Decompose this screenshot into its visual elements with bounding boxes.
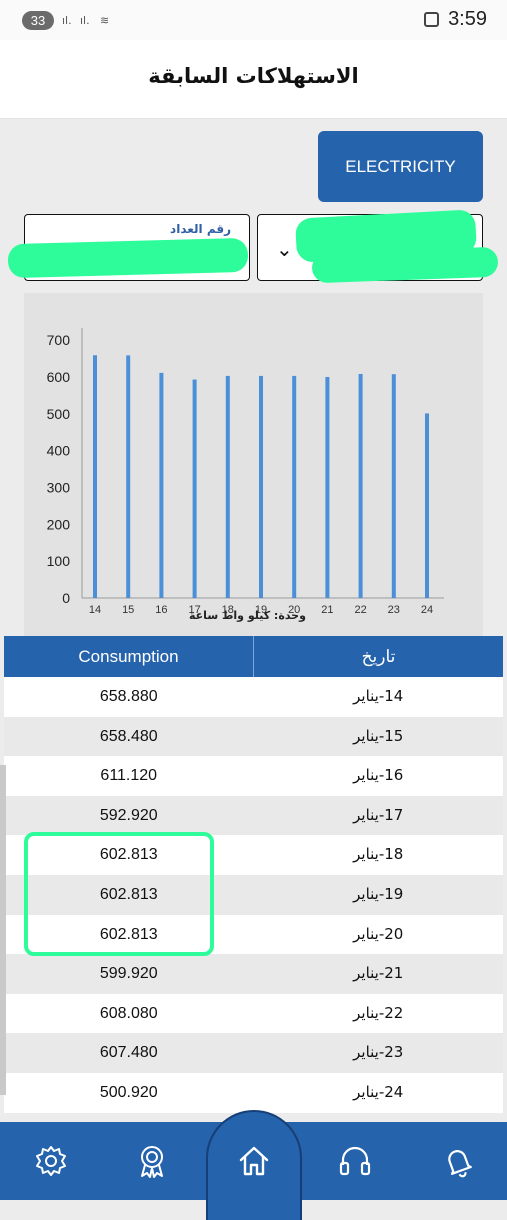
consumption-header: Consumption [78, 647, 179, 666]
date-header: تاريخ [253, 636, 503, 677]
date-cell: 14-يناير [353, 687, 404, 705]
x-tick-label: 18 [222, 604, 234, 616]
meter-number-label: رقم العداد [170, 222, 231, 236]
date-cell: 16-يناير [353, 766, 404, 785]
date-cell: 19-يناير [353, 884, 404, 903]
consumption-cell: 608.080 [99, 1004, 158, 1022]
table-row: 611.120 16-يناير [4, 756, 503, 796]
y-tick-label: 0 [62, 590, 70, 606]
chart-bar [93, 355, 97, 598]
y-tick-label: 700 [47, 332, 71, 348]
date-cell: 15-يناير [353, 726, 404, 745]
x-tick-label: 20 [288, 604, 300, 616]
table-row: 607.480 23-يناير [4, 1033, 503, 1073]
chart-bar [292, 375, 297, 598]
award-icon[interactable] [134, 1143, 170, 1179]
scrollbar[interactable] [0, 765, 6, 1095]
date-cell: 23-يناير [353, 1043, 404, 1062]
consumption-cell: 658.480 [99, 727, 158, 745]
y-tick-label: 300 [47, 479, 71, 495]
x-tick-label: 24 [421, 604, 433, 616]
annotation-highlight [24, 832, 214, 956]
y-tick-label: 500 [47, 406, 71, 422]
consumption-cell: 592.920 [99, 806, 158, 824]
consumption-cell: 611.120 [100, 767, 158, 785]
bell-icon[interactable] [440, 1143, 476, 1179]
consumption-cell: 599.920 [99, 965, 158, 983]
home-icon[interactable] [236, 1143, 272, 1179]
table-header: Consumption تاريخ [4, 636, 503, 677]
table-row: 602.813 19-يناير [4, 874, 503, 915]
date-cell: 21-يناير [353, 964, 404, 983]
table-row: 658.880 14-يناير [4, 677, 503, 717]
x-tick-label: 16 [155, 604, 167, 616]
consumption-cell: 602.813 [99, 846, 158, 864]
consumption-table: Consumption تاريخ 658.880 14-يناير 658.480… [4, 636, 503, 1113]
date-cell: 17-يناير [353, 805, 404, 824]
wifi-icon: ≋ [100, 14, 110, 27]
screenshot-icon [424, 12, 439, 27]
table-row: 500.920 24-يناير [4, 1072, 503, 1113]
chart-svg: 0 100 200 300 400 500 600 700 14 15 16 17 18 19 20 21 22… [47, 328, 444, 622]
page-header: الاستهلاكات السابقة [0, 40, 507, 119]
x-tick-label: 14 [89, 604, 101, 616]
chart-bar [391, 374, 396, 598]
chart-bar [159, 372, 164, 598]
date-cell: 22-يناير [353, 1003, 404, 1022]
date-cell: 20-يناير [353, 924, 404, 943]
x-tick-label: 15 [122, 604, 134, 616]
chart-bar [192, 379, 197, 598]
chart-bar [425, 413, 429, 598]
signal-icon: ıl. [62, 14, 72, 27]
redaction-mark [7, 237, 249, 279]
table-row: 599.920 21-يناير [4, 954, 503, 994]
date-cell: 18-يناير [353, 845, 404, 864]
y-tick-label: 400 [47, 443, 71, 459]
status-bar: 33 ıl. ıl. ≋ 3:59 [0, 0, 507, 40]
settings-icon[interactable] [33, 1143, 69, 1179]
x-tick-label: 23 [388, 604, 400, 616]
consumption-cell: 602.813 [99, 925, 158, 943]
date-cell: 24-يناير [353, 1082, 404, 1101]
consumption-cell: 607.480 [99, 1044, 158, 1062]
battery-indicator: 33 [22, 11, 54, 30]
chart-bar [259, 375, 263, 598]
x-tick-label: 19 [255, 604, 267, 616]
x-tick-label: 17 [188, 604, 200, 616]
table-row: 592.920 17-يناير [4, 795, 503, 836]
table-row: 602.813 18-يناير [4, 835, 503, 875]
chart-unit-label: وحدة: كيلو واط ساعة [189, 609, 306, 622]
table-row: 602.813 20-يناير [4, 914, 503, 955]
headset-icon[interactable] [337, 1143, 373, 1179]
y-tick-label: 600 [47, 369, 71, 385]
clock: 3:59 [448, 8, 487, 30]
x-tick-label: 22 [354, 604, 366, 616]
page-title: الاستهلاكات السابقة [148, 64, 359, 88]
table-row: 658.480 15-يناير [4, 716, 503, 757]
y-tick-label: 100 [47, 553, 71, 569]
table-row: 608.080 22-يناير [4, 993, 503, 1034]
chevron-down-icon: ⌄ [276, 237, 293, 261]
chart-bar [325, 376, 330, 598]
consumption-cell: 602.813 [99, 885, 158, 903]
chart-bar [225, 375, 230, 598]
electricity-button[interactable]: ELECTRICITY [318, 131, 483, 202]
consumption-cell: 658.880 [99, 688, 158, 705]
x-tick-label: 21 [321, 604, 333, 616]
consumption-chart: 0 100 200 300 400 500 600 700 14 15 16 17 18 19 20 21 22… [24, 293, 483, 638]
signal-icon-2: ıl. [80, 14, 90, 27]
y-tick-label: 200 [47, 516, 71, 532]
chart-bar [358, 373, 363, 598]
chart-bar [126, 355, 131, 598]
consumption-cell: 500.920 [99, 1083, 158, 1101]
table-body: 658.880 14-يناير 658.480 15-يناير 611.120 16-… [4, 677, 503, 1113]
